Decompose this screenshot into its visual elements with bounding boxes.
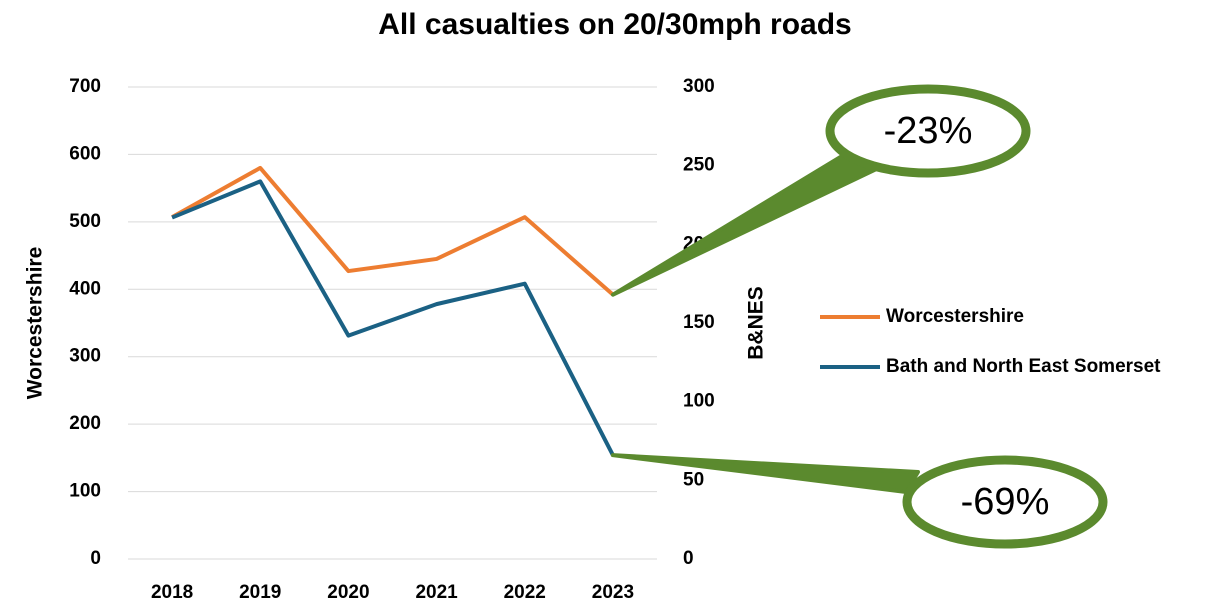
y-tick-label: 100 — [69, 481, 101, 502]
y2-tick-label: 250 — [683, 155, 715, 176]
callout-text: -23% — [884, 110, 973, 152]
y-tick-label: 600 — [69, 143, 101, 164]
callout-bubble — [902, 455, 1108, 549]
x-tick-label: 2018 — [151, 582, 193, 603]
y2-axis-title: B&NES — [745, 286, 768, 360]
series-line — [171, 165, 615, 297]
callout-text: -69% — [961, 481, 1050, 523]
y-tick-label: 400 — [69, 278, 101, 299]
legend-label: Bath and North East Somerset — [886, 356, 1161, 377]
series-line — [171, 179, 615, 457]
x-tick-label: 2020 — [327, 582, 369, 603]
y-tick-label: 700 — [69, 76, 101, 97]
callout-bubble — [825, 84, 1031, 178]
chart-title: All casualties on 20/30mph roads — [378, 8, 852, 41]
y2-tick-label: 150 — [683, 312, 715, 333]
y2-tick-label: 100 — [683, 391, 715, 412]
x-tick-label: 2019 — [239, 582, 281, 603]
x-tick-label: 2023 — [592, 582, 634, 603]
y-tick-label: 500 — [69, 211, 101, 232]
callout-pointer — [610, 453, 920, 494]
y2-tick-label: 0 — [683, 548, 694, 569]
y-tick-label: 300 — [69, 346, 101, 367]
y-tick-label: 200 — [69, 413, 101, 434]
x-tick-label: 2022 — [504, 582, 546, 603]
legend-label: Worcestershire — [886, 306, 1024, 327]
y-axis-title: Worcestershire — [24, 247, 47, 400]
x-tick-label: 2021 — [415, 582, 458, 603]
y-tick-label: 0 — [90, 548, 101, 569]
y2-tick-label: 50 — [683, 469, 704, 490]
y2-tick-label: 300 — [683, 76, 715, 97]
